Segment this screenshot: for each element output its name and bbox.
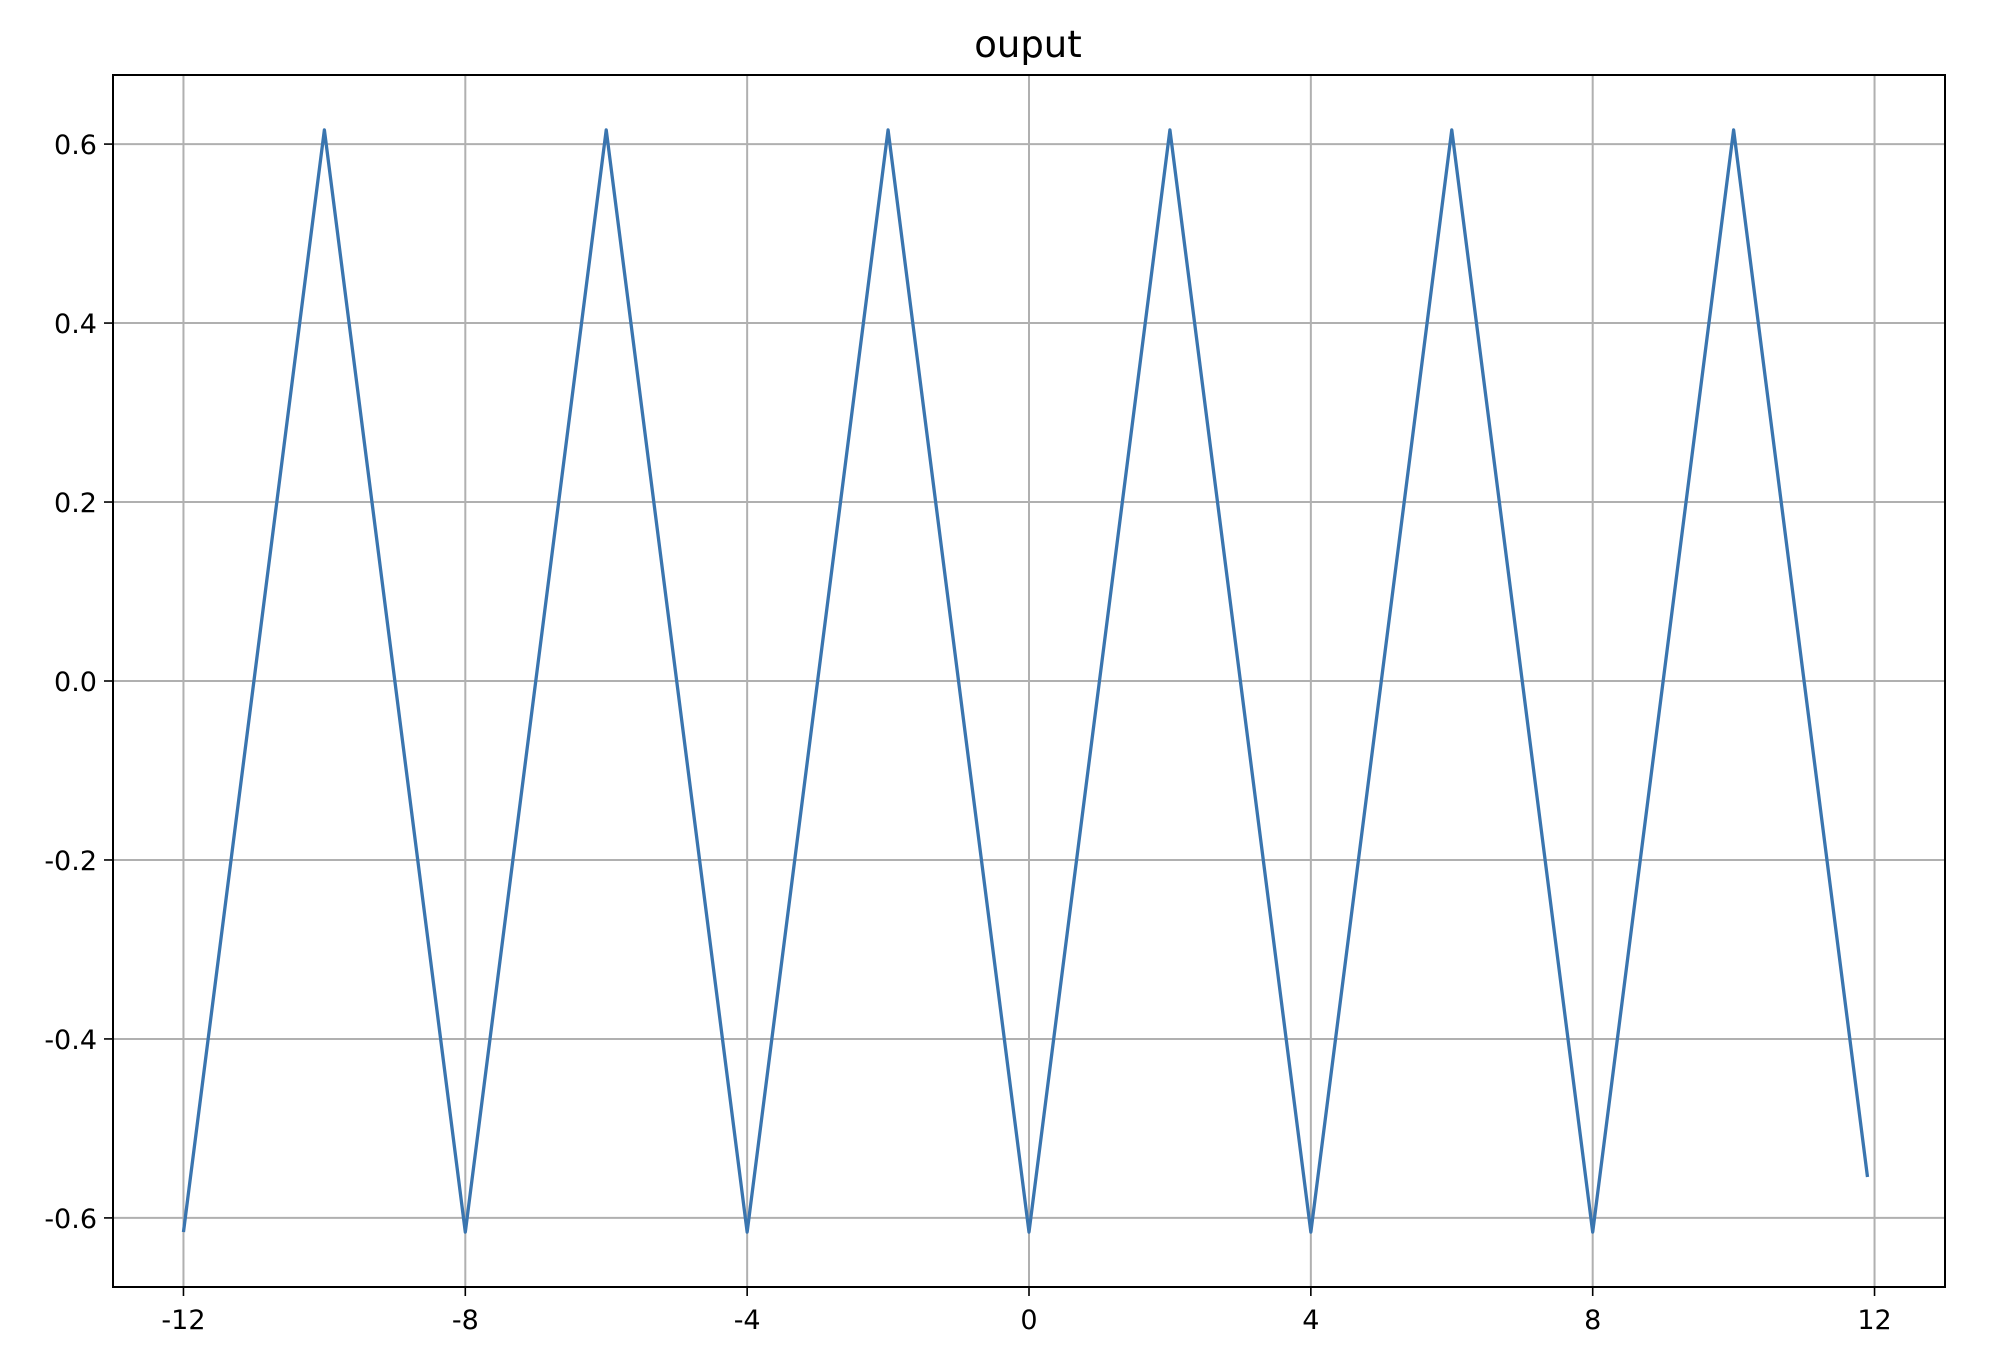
x-tick-label: -8 <box>452 1305 479 1336</box>
y-tick-label: 0.0 <box>54 667 97 698</box>
x-tick-label: -4 <box>734 1305 761 1336</box>
y-tick-label: 0.2 <box>54 488 97 519</box>
series-layer <box>181 128 1870 1234</box>
series-line <box>181 128 1870 1234</box>
y-tick-label: -0.4 <box>44 1025 97 1056</box>
x-tick-label: -12 <box>161 1305 205 1336</box>
x-tick-label: 12 <box>1857 1305 1891 1336</box>
grid-layer <box>113 75 1945 1287</box>
y-tick-label: 0.4 <box>54 309 97 340</box>
x-tick-label: 0 <box>1020 1305 1037 1336</box>
y-tick-label: 0.6 <box>54 130 97 161</box>
x-tick-label: 8 <box>1584 1305 1601 1336</box>
x-tick-label: 4 <box>1302 1305 1319 1336</box>
ticks-layer: -12 -8 -4 0 4 8 12 -0.6 -0.4 -0.2 0.0 0.2 0.4 0.6 <box>44 130 1891 1336</box>
chart-title: ouput <box>974 23 1082 66</box>
y-tick-label: -0.6 <box>44 1204 97 1235</box>
y-tick-label: -0.2 <box>44 846 97 877</box>
